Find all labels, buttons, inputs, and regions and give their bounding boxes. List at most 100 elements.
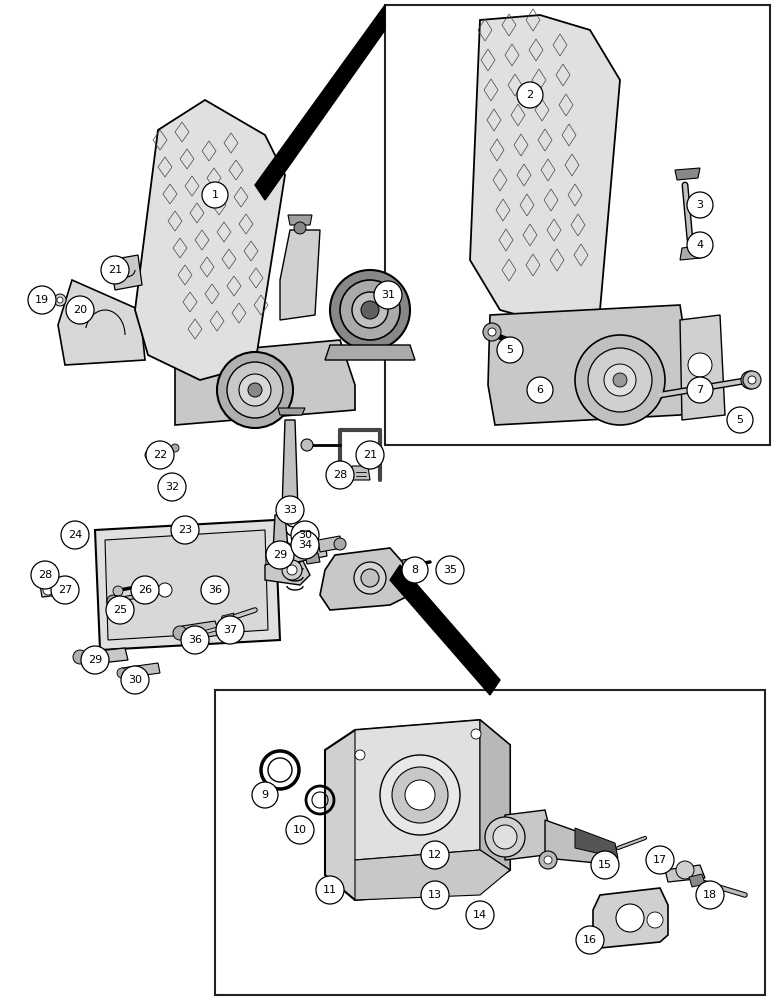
Circle shape xyxy=(294,222,306,234)
Circle shape xyxy=(217,352,293,428)
Polygon shape xyxy=(265,555,310,585)
Circle shape xyxy=(575,335,665,425)
Circle shape xyxy=(741,371,759,389)
Text: 31: 31 xyxy=(381,290,395,300)
Circle shape xyxy=(202,182,228,208)
Text: 30: 30 xyxy=(298,530,312,540)
Polygon shape xyxy=(105,530,268,640)
Polygon shape xyxy=(175,340,355,425)
Circle shape xyxy=(291,521,319,549)
Circle shape xyxy=(355,750,365,760)
Circle shape xyxy=(517,82,543,108)
Circle shape xyxy=(392,767,448,823)
Circle shape xyxy=(687,232,713,258)
Text: 23: 23 xyxy=(178,525,192,535)
Polygon shape xyxy=(593,888,668,948)
Bar xyxy=(385,5,770,445)
Circle shape xyxy=(70,531,78,539)
Text: 5: 5 xyxy=(736,415,743,425)
Circle shape xyxy=(646,846,674,874)
Text: 27: 27 xyxy=(58,585,72,595)
Text: 37: 37 xyxy=(223,625,237,635)
Circle shape xyxy=(676,861,694,879)
Polygon shape xyxy=(675,168,700,180)
Circle shape xyxy=(106,596,134,624)
Polygon shape xyxy=(318,536,342,552)
Circle shape xyxy=(748,376,756,384)
Polygon shape xyxy=(402,558,420,572)
Polygon shape xyxy=(288,215,312,225)
Circle shape xyxy=(66,527,82,543)
Circle shape xyxy=(81,646,109,674)
Text: 12: 12 xyxy=(428,850,442,860)
Text: 28: 28 xyxy=(38,570,52,580)
Circle shape xyxy=(31,561,59,589)
Circle shape xyxy=(743,371,761,389)
Text: 3: 3 xyxy=(697,200,704,210)
Circle shape xyxy=(466,901,494,929)
Text: 5: 5 xyxy=(507,345,514,355)
Circle shape xyxy=(588,348,652,412)
Polygon shape xyxy=(122,663,160,678)
Text: 11: 11 xyxy=(323,885,337,895)
Text: 4: 4 xyxy=(696,240,704,250)
Circle shape xyxy=(276,496,304,524)
Polygon shape xyxy=(355,720,480,860)
Text: 2: 2 xyxy=(526,90,534,100)
Circle shape xyxy=(181,626,209,654)
Circle shape xyxy=(330,270,410,350)
Circle shape xyxy=(544,856,552,864)
Text: 18: 18 xyxy=(703,890,717,900)
Circle shape xyxy=(227,362,283,418)
Text: 29: 29 xyxy=(88,655,102,665)
Circle shape xyxy=(613,373,627,387)
Polygon shape xyxy=(80,648,128,665)
Circle shape xyxy=(248,383,262,397)
Polygon shape xyxy=(285,542,327,564)
Text: 13: 13 xyxy=(428,890,442,900)
Circle shape xyxy=(171,444,179,452)
Polygon shape xyxy=(52,581,70,598)
Polygon shape xyxy=(470,15,620,325)
Circle shape xyxy=(266,541,294,569)
Circle shape xyxy=(278,550,292,564)
Polygon shape xyxy=(305,553,320,564)
Polygon shape xyxy=(272,515,290,570)
Polygon shape xyxy=(665,865,705,882)
Circle shape xyxy=(43,585,53,595)
Polygon shape xyxy=(390,565,500,695)
Text: 35: 35 xyxy=(443,565,457,575)
Polygon shape xyxy=(575,828,618,858)
Circle shape xyxy=(334,538,346,550)
Circle shape xyxy=(527,377,553,403)
Polygon shape xyxy=(37,565,60,597)
Text: 30: 30 xyxy=(128,675,142,685)
Bar xyxy=(215,690,765,995)
Circle shape xyxy=(483,323,501,341)
Text: 9: 9 xyxy=(262,790,268,800)
Text: 10: 10 xyxy=(293,825,307,835)
Text: 16: 16 xyxy=(583,935,597,945)
Circle shape xyxy=(356,441,384,469)
Polygon shape xyxy=(545,820,618,865)
Circle shape xyxy=(687,377,713,403)
Circle shape xyxy=(101,256,129,284)
Text: 24: 24 xyxy=(68,530,82,540)
Circle shape xyxy=(173,626,187,640)
Polygon shape xyxy=(689,874,705,887)
Polygon shape xyxy=(355,850,510,900)
Circle shape xyxy=(54,294,66,306)
Circle shape xyxy=(158,473,186,501)
Polygon shape xyxy=(680,315,725,420)
Polygon shape xyxy=(282,420,298,510)
Circle shape xyxy=(280,503,300,523)
Text: 17: 17 xyxy=(653,855,667,865)
Circle shape xyxy=(131,576,159,604)
Text: 21: 21 xyxy=(108,265,122,275)
Text: 33: 33 xyxy=(283,505,297,515)
Circle shape xyxy=(539,851,557,869)
Polygon shape xyxy=(488,305,695,425)
Circle shape xyxy=(591,851,619,879)
Polygon shape xyxy=(110,255,142,290)
Circle shape xyxy=(145,450,155,460)
